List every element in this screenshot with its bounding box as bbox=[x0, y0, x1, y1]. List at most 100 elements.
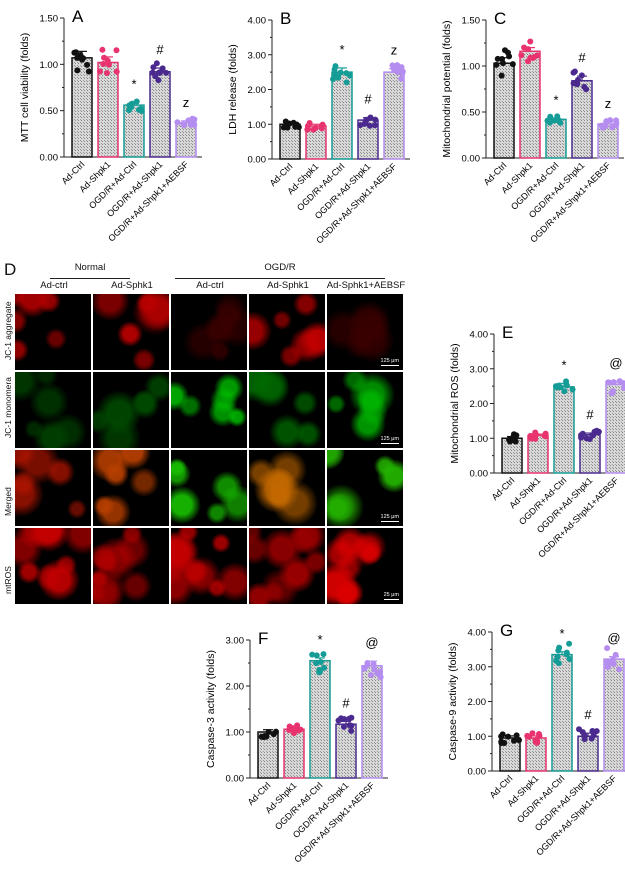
column-header: Ad-ctrl bbox=[40, 280, 68, 291]
y-tick-label: 1.50 bbox=[40, 14, 59, 25]
chart-e-mito-ros: E 0.00 1.00 2.00 3.00 4.00 Mitochondrial ROS (… bbox=[412, 312, 625, 592]
micrograph-tile: 125 μm bbox=[327, 372, 403, 448]
chart-e-svg: E 0.00 1.00 2.00 3.00 4.00 Mitochondrial ROS (… bbox=[449, 323, 625, 560]
micrograph-tile bbox=[15, 294, 91, 370]
significance-mark: @ bbox=[607, 631, 620, 646]
significance-mark: # bbox=[342, 695, 350, 710]
y-tick-label: 0.00 bbox=[462, 154, 481, 165]
scale-bar: 125 μm bbox=[380, 436, 399, 444]
significance-mark: * bbox=[131, 76, 136, 91]
column-header: Ad-ctrl bbox=[196, 280, 224, 291]
significance-mark: * bbox=[559, 626, 564, 641]
significance-mark: # bbox=[578, 50, 586, 65]
micrograph-panel-d: D Normal OGD/R Ad-ctrl Ad-Sphk1 Ad-ctrl Ad-… bbox=[0, 256, 410, 604]
bar-3 bbox=[544, 113, 567, 159]
significance-mark: * bbox=[317, 632, 322, 647]
micrograph-tile bbox=[15, 450, 91, 526]
bar-1 bbox=[257, 728, 279, 779]
y-tick-label: 3.00 bbox=[248, 50, 267, 61]
y-tick-label: 0.00 bbox=[470, 469, 489, 480]
y-tick-label: 2.00 bbox=[226, 682, 245, 693]
bar-2 bbox=[518, 38, 541, 159]
bar-5 bbox=[605, 378, 625, 474]
significance-mark: z bbox=[391, 43, 398, 58]
panel-letter: F bbox=[258, 629, 268, 648]
bar-2 bbox=[527, 429, 549, 474]
scale-bar: 125 μm bbox=[380, 358, 399, 366]
bar-2 bbox=[283, 722, 305, 779]
significance-mark: @ bbox=[609, 355, 622, 370]
bar-4 bbox=[578, 427, 602, 474]
y-axis-label: MTT cell viability (folds) bbox=[19, 33, 31, 143]
chart-f-caspase3: F 0.00 1.00 2.00 3.00 Caspase-3 activity (fol… bbox=[150, 608, 388, 877]
significance-mark: * bbox=[553, 92, 558, 107]
micrograph-tile bbox=[15, 372, 91, 448]
panel-letter: E bbox=[502, 323, 513, 342]
scale-bar: 25 μm bbox=[383, 592, 399, 600]
bar-4 bbox=[570, 68, 593, 159]
significance-mark: # bbox=[586, 407, 594, 422]
group-label-normal: Normal bbox=[74, 262, 106, 273]
bar-3 bbox=[123, 98, 145, 158]
row-label: JC-1 monomera bbox=[3, 377, 13, 438]
micrograph-tile bbox=[93, 528, 169, 604]
bar-5 bbox=[174, 115, 198, 158]
chart-b-ldh-release: B 0.00 1.00 2.00 3.00 4.00 LDH release (folds)… bbox=[208, 0, 418, 255]
y-tick-label: 4.00 bbox=[468, 628, 487, 639]
y-tick-label: 1.00 bbox=[470, 434, 489, 445]
significance-mark: * bbox=[339, 42, 344, 57]
y-tick-label: 4.00 bbox=[248, 16, 267, 27]
bar-4 bbox=[576, 726, 600, 772]
y-tick-label: 0.00 bbox=[468, 767, 487, 778]
bar-5 bbox=[603, 645, 625, 772]
y-tick-label: 1.00 bbox=[40, 60, 59, 71]
scale-bar: 125 μm bbox=[380, 514, 399, 522]
column-header: Ad-Sphk1 bbox=[111, 280, 153, 291]
group-label-ogdr: OGD/R bbox=[264, 262, 296, 273]
significance-mark: @ bbox=[365, 635, 378, 650]
chart-a-mtt-viability: A 0.00 0.50 1.00 1.50 MTT cell viability (fol… bbox=[0, 0, 210, 255]
y-tick-label: 1.50 bbox=[462, 16, 481, 27]
row-label: JC-1 aggregate bbox=[3, 301, 13, 360]
y-axis-label: Mitochondrial ROS (folds) bbox=[449, 343, 461, 463]
y-tick-label: 0.00 bbox=[248, 155, 267, 166]
bar-4 bbox=[149, 60, 171, 158]
significance-mark: # bbox=[584, 707, 592, 722]
significance-mark: z bbox=[183, 95, 190, 110]
chart-g-svg: G 0.00 1.00 2.00 3.00 4.00 Caspase-9 activity … bbox=[447, 621, 625, 858]
bar-2 bbox=[96, 46, 120, 158]
micrograph-tile bbox=[93, 372, 169, 448]
y-axis-label: Mitochondrial potential (folds) bbox=[441, 20, 453, 157]
y-tick-label: 3.00 bbox=[226, 636, 245, 647]
panel-letter: G bbox=[500, 621, 513, 640]
bar-4 bbox=[357, 114, 379, 160]
bar-1 bbox=[71, 49, 93, 158]
row-label: Merged bbox=[3, 487, 13, 516]
bar-1 bbox=[279, 118, 302, 160]
bar-5 bbox=[383, 62, 406, 160]
micrograph-tile bbox=[249, 372, 325, 448]
bar-5 bbox=[361, 659, 384, 779]
panel-letter: B bbox=[280, 9, 291, 28]
micrograph-tile bbox=[249, 294, 325, 370]
micrograph-tile bbox=[171, 450, 247, 526]
bar-1 bbox=[493, 47, 516, 159]
y-tick-label: 1.00 bbox=[248, 120, 267, 131]
micrograph-tile bbox=[93, 450, 169, 526]
bar-3 bbox=[551, 640, 573, 772]
chart-f-svg: F 0.00 1.00 2.00 3.00 Caspase-3 activity (fol… bbox=[205, 629, 388, 865]
micrograph-tile bbox=[249, 528, 325, 604]
panel-letter: A bbox=[72, 7, 84, 26]
significance-mark: * bbox=[561, 357, 566, 372]
y-tick-label: 2.00 bbox=[470, 399, 489, 410]
micrograph-tile bbox=[93, 294, 169, 370]
group-line-ogdr bbox=[175, 278, 385, 279]
significance-mark: # bbox=[156, 42, 164, 57]
y-tick-label: 1.00 bbox=[468, 732, 487, 743]
significance-mark: z bbox=[605, 96, 612, 111]
y-axis-label: Caspase-9 activity (folds) bbox=[447, 643, 459, 761]
bar-5 bbox=[597, 117, 620, 159]
chart-c-mito-potential: C 0.00 0.50 1.00 1.50 Mitochondrial potential… bbox=[416, 0, 625, 255]
y-tick-label: 0.50 bbox=[40, 106, 59, 117]
bar-3 bbox=[330, 63, 353, 160]
